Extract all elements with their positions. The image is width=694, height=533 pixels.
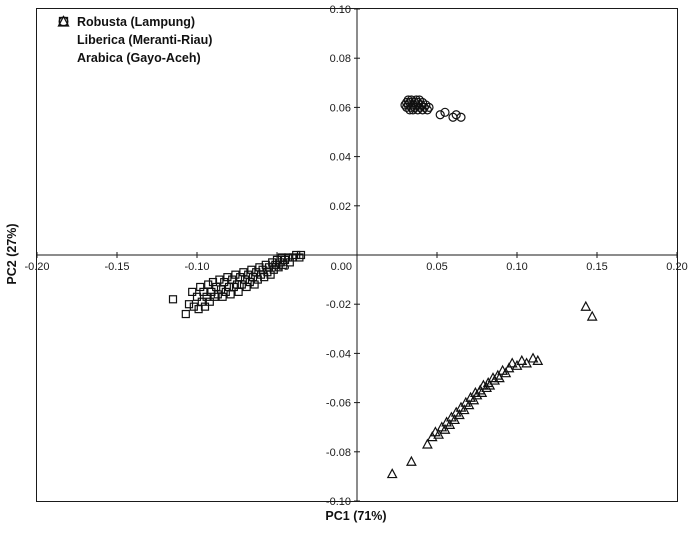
triangle-marker <box>439 423 451 434</box>
triangle-marker <box>449 413 461 425</box>
circle-marker <box>411 95 421 105</box>
circle-marker <box>422 105 432 115</box>
triangle-marker <box>458 404 470 415</box>
y-tick-label: -0.08 <box>326 447 351 459</box>
triangle-marker <box>527 352 539 363</box>
series-circle <box>400 95 466 122</box>
y-tick-label: 0.10 <box>330 4 351 16</box>
square-marker <box>200 302 210 311</box>
square-marker <box>204 280 213 289</box>
triangle-marker <box>405 455 417 466</box>
circle-marker <box>456 112 466 122</box>
triangle-marker <box>489 374 501 385</box>
triangle-marker <box>493 372 505 383</box>
triangle-marker <box>506 357 518 368</box>
square-marker <box>284 253 293 262</box>
scatter-plot-canvas: -0.20 -0.15 -0.10 -0.05 0.00 0.05 0.10 0.15 0.20… <box>24 4 687 508</box>
square-marker <box>192 292 202 301</box>
triangle-marker <box>503 362 515 373</box>
triangle-marker <box>511 359 523 370</box>
triangle-marker <box>481 381 493 393</box>
x-tick-label: 0.20 <box>666 261 687 273</box>
circle-marker <box>435 110 445 120</box>
square-marker <box>234 287 243 296</box>
triangle-marker <box>444 418 456 429</box>
square-marker <box>215 275 224 284</box>
triangle-marker <box>386 468 398 479</box>
triangle-icon <box>57 15 70 27</box>
legend: Robusta (Lampung) Liberica (Meranti-Riau)… <box>57 15 212 65</box>
triangle-marker <box>521 357 533 368</box>
square-marker <box>296 250 306 260</box>
circle-legend-icon <box>57 16 70 47</box>
triangle-marker <box>471 389 483 400</box>
triangle-marker <box>516 354 528 365</box>
x-tick-label: -0.20 <box>24 261 49 273</box>
y-tick-label: 0.06 <box>330 102 351 114</box>
square-marker <box>223 273 232 282</box>
y-axis-label: PC2 (27%) <box>5 223 19 285</box>
triangle-legend-icon <box>57 15 70 65</box>
legend-item-square: Robusta (Lampung) <box>57 15 212 29</box>
triangle-marker <box>463 399 475 410</box>
triangle-marker <box>421 438 433 449</box>
y-tick-label: -0.04 <box>326 348 351 360</box>
triangle-marker <box>532 354 544 365</box>
triangle-marker <box>476 386 488 397</box>
series-square <box>168 250 306 319</box>
y-tick-label: -0.06 <box>326 398 351 410</box>
triangle-marker <box>460 396 472 407</box>
triangle-marker <box>484 379 496 390</box>
square-marker <box>189 302 198 311</box>
y-tick-label: -0.02 <box>326 299 351 311</box>
triangle-marker <box>441 416 453 427</box>
legend-item-triangle: Arabica (Gayo-Aceh) <box>57 15 212 65</box>
legend-label: Robusta (Lampung) <box>77 15 196 29</box>
triangle-marker <box>500 367 512 378</box>
legend-item-circle: Liberica (Meranti-Riau) <box>57 16 213 47</box>
series-triangle <box>386 300 598 479</box>
x-tick-label: 0.05 <box>426 261 447 273</box>
square-marker <box>168 295 178 304</box>
circle-marker <box>440 107 450 117</box>
triangle-marker <box>450 406 462 417</box>
y-tick-label: 0.04 <box>330 152 351 164</box>
square-marker <box>181 309 190 319</box>
triangle-marker <box>468 394 480 405</box>
square-marker <box>184 300 194 309</box>
x-tick-label: -0.10 <box>184 261 209 273</box>
y-tick-label: 0.02 <box>330 201 351 213</box>
legend-label: Arabica (Gayo-Aceh) <box>77 51 201 65</box>
triangle-marker <box>433 428 445 439</box>
circle-marker <box>451 110 461 120</box>
x-tick-label: 0.10 <box>506 261 527 273</box>
square-marker <box>188 287 197 296</box>
triangle-marker <box>436 421 448 432</box>
square-marker <box>205 297 214 306</box>
square-marker <box>231 270 240 279</box>
legend-label: Liberica (Meranti-Riau) <box>77 33 213 47</box>
x-tick-label: -0.15 <box>104 261 129 273</box>
triangle-marker <box>580 300 592 311</box>
circle-marker <box>424 102 434 113</box>
triangle-marker <box>445 411 457 422</box>
triangle-marker <box>586 310 598 321</box>
plot-area: -0.20 -0.15 -0.10 -0.05 0.00 0.05 0.10 0.15 0.20… <box>24 4 687 508</box>
x-tick-label: 0.00 <box>331 261 352 273</box>
triangle-marker <box>455 401 467 412</box>
y-tick-label: -0.10 <box>326 496 351 508</box>
square-marker <box>269 265 278 274</box>
square-marker <box>226 290 235 299</box>
x-axis-label: PC1 (71%) <box>325 509 387 523</box>
circle-marker <box>413 105 423 115</box>
y-tick-label: 0.08 <box>330 53 351 65</box>
circle-marker <box>418 105 428 115</box>
triangle-marker <box>453 409 465 420</box>
x-tick-label: 0.15 <box>586 261 607 273</box>
square-marker <box>295 253 304 262</box>
square-marker <box>274 263 283 272</box>
